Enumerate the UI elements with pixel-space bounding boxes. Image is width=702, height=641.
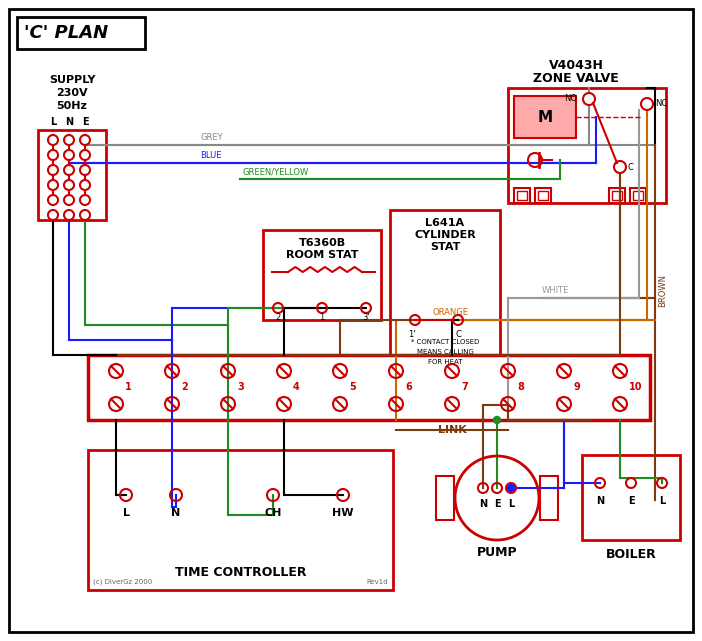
Text: WHITE: WHITE [542, 286, 569, 295]
Text: GREY: GREY [200, 133, 223, 142]
Text: * CONTACT CLOSED: * CONTACT CLOSED [411, 339, 479, 345]
Text: 50Hz: 50Hz [57, 101, 88, 111]
Text: 6: 6 [405, 382, 412, 392]
Text: CH: CH [265, 508, 282, 518]
Text: ORANGE: ORANGE [432, 308, 468, 317]
Text: FOR HEAT: FOR HEAT [428, 359, 462, 365]
Text: T6360B: T6360B [298, 238, 345, 248]
FancyBboxPatch shape [263, 230, 381, 320]
Text: STAT: STAT [430, 242, 461, 252]
Text: L641A: L641A [425, 218, 465, 228]
Text: LINK: LINK [437, 425, 466, 435]
Text: 5: 5 [349, 382, 356, 392]
Text: 1: 1 [319, 313, 324, 322]
Text: L: L [50, 117, 56, 127]
Text: 10: 10 [629, 382, 642, 392]
Text: V4043H: V4043H [548, 58, 604, 72]
Text: SUPPLY: SUPPLY [48, 75, 95, 85]
Text: 8: 8 [517, 382, 524, 392]
FancyBboxPatch shape [9, 9, 693, 632]
FancyBboxPatch shape [508, 88, 666, 203]
Text: NO: NO [564, 94, 577, 103]
Text: 7: 7 [461, 382, 468, 392]
Text: 3: 3 [237, 382, 244, 392]
Circle shape [508, 485, 515, 492]
FancyBboxPatch shape [538, 191, 548, 200]
FancyBboxPatch shape [88, 355, 650, 420]
Text: N: N [65, 117, 73, 127]
Text: NC: NC [655, 99, 667, 108]
FancyBboxPatch shape [633, 191, 643, 200]
Text: 2: 2 [275, 313, 281, 322]
Text: HW: HW [332, 508, 354, 518]
FancyBboxPatch shape [582, 455, 680, 540]
Text: CYLINDER: CYLINDER [414, 230, 476, 240]
Text: C: C [455, 330, 461, 339]
Text: 'C' PLAN: 'C' PLAN [24, 24, 108, 42]
Text: 2: 2 [181, 382, 187, 392]
Text: N: N [596, 496, 604, 506]
FancyBboxPatch shape [609, 188, 625, 203]
Text: TIME CONTROLLER: TIME CONTROLLER [175, 565, 306, 578]
Text: MEANS CALLING: MEANS CALLING [416, 349, 473, 355]
FancyBboxPatch shape [612, 191, 622, 200]
Text: L: L [123, 508, 129, 518]
Text: C: C [628, 163, 634, 172]
Text: Rev1d: Rev1d [366, 579, 388, 585]
Text: E: E [81, 117, 88, 127]
Text: BOILER: BOILER [606, 547, 656, 560]
Text: PUMP: PUMP [477, 547, 517, 560]
Text: 9: 9 [573, 382, 580, 392]
Text: GREEN/YELLOW: GREEN/YELLOW [242, 167, 308, 176]
Text: ROOM STAT: ROOM STAT [286, 250, 358, 260]
Text: 1': 1' [409, 330, 416, 339]
FancyBboxPatch shape [514, 188, 530, 203]
Text: 3': 3' [362, 313, 370, 322]
FancyBboxPatch shape [17, 17, 145, 49]
Text: BLUE: BLUE [200, 151, 222, 160]
Text: L: L [659, 496, 665, 506]
Text: E: E [494, 499, 501, 509]
FancyBboxPatch shape [390, 210, 500, 365]
FancyBboxPatch shape [38, 130, 106, 220]
Text: 4: 4 [293, 382, 300, 392]
Text: L: L [508, 499, 514, 509]
Text: N: N [171, 508, 180, 518]
FancyBboxPatch shape [630, 188, 646, 203]
FancyBboxPatch shape [540, 476, 558, 520]
Text: M: M [538, 110, 552, 124]
FancyBboxPatch shape [517, 191, 527, 200]
Text: ZONE VALVE: ZONE VALVE [533, 72, 619, 85]
Text: 230V: 230V [56, 88, 88, 98]
Text: BROWN: BROWN [658, 274, 667, 306]
Text: (c) DiverGz 2000: (c) DiverGz 2000 [93, 578, 152, 585]
Text: E: E [628, 496, 635, 506]
FancyBboxPatch shape [88, 450, 393, 590]
FancyBboxPatch shape [436, 476, 454, 520]
FancyBboxPatch shape [514, 96, 576, 138]
Circle shape [494, 417, 501, 424]
FancyBboxPatch shape [535, 188, 551, 203]
Text: N: N [479, 499, 487, 509]
Text: 1: 1 [125, 382, 132, 392]
